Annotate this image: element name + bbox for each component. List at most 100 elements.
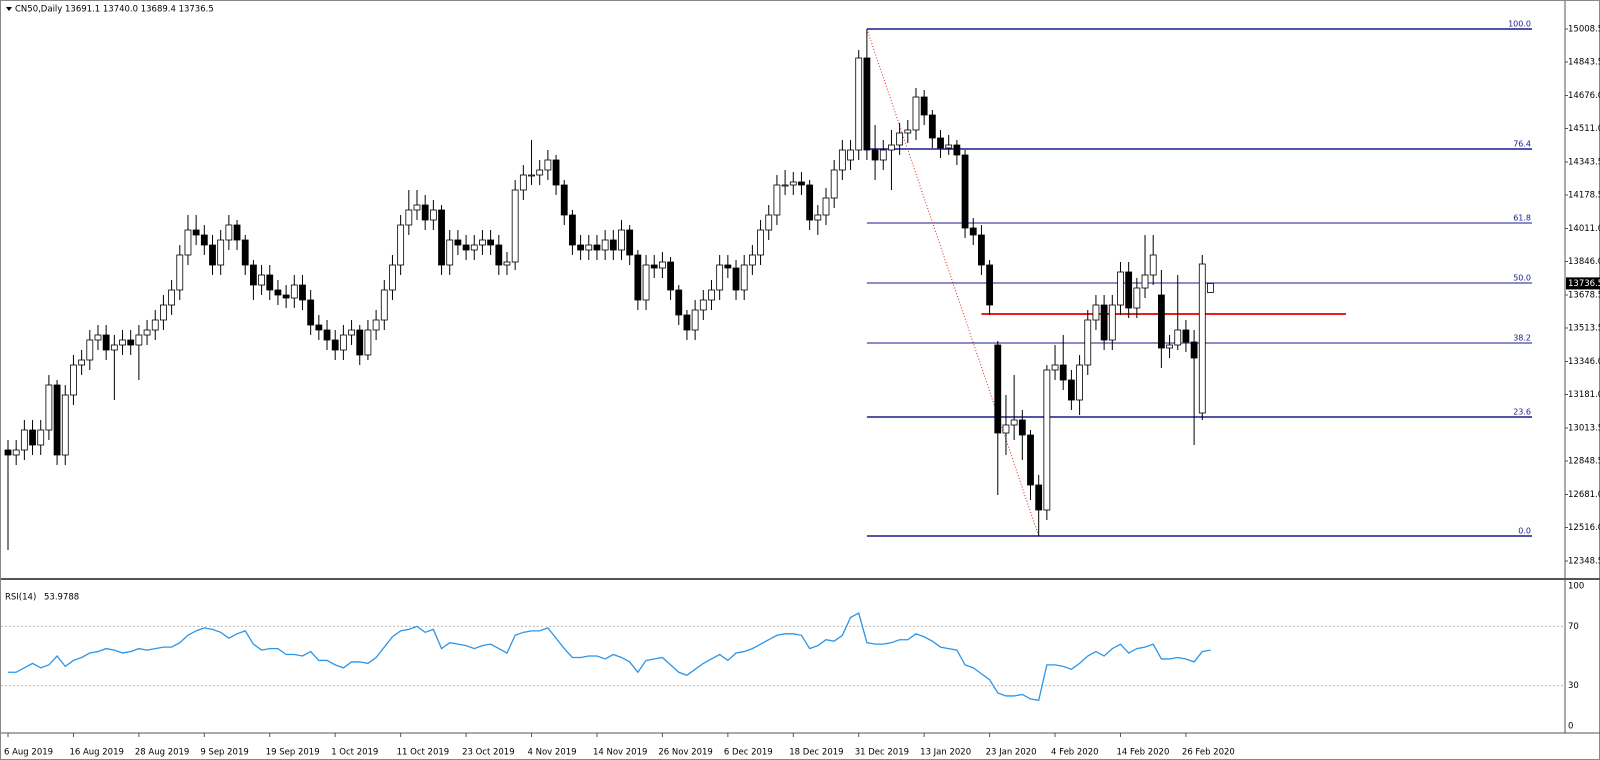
- candle-body: [20, 429, 28, 451]
- candle-body: [233, 224, 241, 241]
- rsi-tick-label: 30: [1568, 681, 1579, 691]
- rsi-tick-label: 0: [1568, 722, 1573, 732]
- candle-body: [569, 214, 576, 246]
- candle-body: [413, 204, 421, 211]
- candle-body: [258, 274, 265, 286]
- candle-body: [937, 137, 944, 149]
- y-tick-label: 12348.5: [1568, 557, 1600, 567]
- candle-body: [904, 129, 912, 134]
- candle-body: [315, 324, 323, 331]
- x-tick-label: 4 Feb 2020: [1051, 748, 1099, 758]
- candle-body: [1068, 379, 1075, 401]
- candle-body: [299, 284, 306, 301]
- candle-body: [1125, 271, 1133, 309]
- candle-body: [151, 319, 159, 331]
- candle-body: [160, 304, 167, 321]
- candle-body: [1166, 344, 1173, 349]
- candle-body: [405, 209, 413, 226]
- candle-body: [356, 329, 364, 356]
- candle-body: [307, 299, 315, 326]
- candle-body: [94, 334, 102, 341]
- candle-body: [1149, 254, 1157, 276]
- x-tick-label: 14 Nov 2019: [593, 748, 647, 758]
- candle-body: [920, 96, 928, 116]
- y-tick-label: 12848.5: [1568, 457, 1600, 467]
- rsi-tick-label: 100: [1568, 582, 1584, 592]
- candle-body: [879, 149, 887, 161]
- candle-body: [838, 149, 846, 171]
- candle-body: [487, 239, 495, 246]
- candle-body: [773, 184, 781, 216]
- candle-body: [241, 239, 249, 266]
- candle-body: [389, 264, 396, 291]
- x-tick-label: 31 Dec 2019: [855, 748, 909, 758]
- x-tick-label: 1 Oct 2019: [331, 748, 378, 758]
- candle-body: [1117, 271, 1124, 306]
- x-tick-label: 19 Sep 2019: [266, 748, 320, 758]
- candle-body: [1010, 419, 1018, 426]
- candle-body: [798, 181, 805, 186]
- candle-body: [479, 239, 486, 246]
- candle-body: [642, 264, 650, 301]
- candle-body: [1076, 364, 1083, 401]
- candle-body: [961, 154, 969, 229]
- candle-body: [86, 339, 94, 361]
- candle-body: [1100, 304, 1108, 341]
- candle-body: [593, 244, 601, 251]
- candle-body: [1207, 282, 1214, 293]
- candle-body: [53, 384, 61, 456]
- candle-body: [339, 334, 347, 351]
- menu-arrow: [6, 7, 12, 11]
- candle-body: [397, 224, 405, 266]
- candle-body: [699, 299, 707, 311]
- candle-body: [888, 144, 895, 151]
- candle-body: [29, 429, 36, 446]
- candle-body: [503, 261, 511, 266]
- symbol-info: CN50,Daily 13691.1 13740.0 13689.4 13736…: [15, 5, 214, 15]
- candle-body: [135, 334, 143, 346]
- candle-body: [209, 244, 216, 266]
- candle-body: [37, 429, 45, 446]
- candle-body: [536, 169, 544, 176]
- candle-body: [331, 339, 339, 351]
- x-tick-label: 26 Feb 2020: [1182, 748, 1235, 758]
- candle-body: [61, 394, 69, 456]
- candle-body: [1051, 364, 1059, 371]
- y-tick-label: 15008.5: [1568, 25, 1600, 35]
- candle-body: [626, 229, 634, 256]
- candle-body: [348, 329, 355, 336]
- x-tick-label: 4 Nov 2019: [528, 748, 577, 758]
- rsi-value: 53.9788: [44, 593, 79, 603]
- candle-body: [822, 197, 830, 216]
- candle-body: [454, 239, 462, 246]
- y-tick-label: 14343.5: [1568, 158, 1600, 168]
- candle-body: [70, 364, 77, 396]
- fib-label: 61.8: [1513, 214, 1531, 223]
- candle-body: [380, 289, 388, 321]
- candle-body: [323, 329, 331, 341]
- y-tick-label: 12681.0: [1568, 490, 1600, 500]
- candle-body: [429, 209, 437, 221]
- fib-trend-line: [866, 28, 1040, 537]
- candle-body: [601, 239, 609, 251]
- candle-body: [724, 264, 732, 269]
- candle-body: [1018, 419, 1026, 436]
- x-tick-label: 23 Jan 2020: [986, 748, 1037, 758]
- x-tick-label: 28 Aug 2019: [135, 748, 189, 758]
- candle-body: [585, 244, 593, 251]
- candle-body: [1027, 434, 1034, 486]
- candle-body: [552, 159, 560, 186]
- fib-label: 76.4: [1513, 140, 1531, 149]
- candle-body: [184, 229, 192, 256]
- candle-body: [781, 184, 789, 187]
- candle-body: [732, 267, 740, 291]
- candle-body: [978, 234, 985, 266]
- y-tick-label: 13846.0: [1568, 257, 1600, 267]
- x-tick-label: 23 Oct 2019: [462, 748, 515, 758]
- rsi-line: [8, 612, 1211, 702]
- candle-body: [814, 214, 822, 221]
- x-tick-label: 6 Dec 2019: [724, 748, 773, 758]
- candle-body: [1108, 304, 1116, 341]
